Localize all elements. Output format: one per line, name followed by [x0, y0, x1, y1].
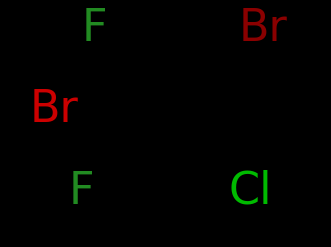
- Text: F: F: [81, 7, 107, 50]
- Text: Br: Br: [30, 88, 79, 131]
- Text: Cl: Cl: [228, 170, 272, 213]
- Text: F: F: [68, 170, 94, 213]
- Text: Br: Br: [239, 7, 288, 50]
